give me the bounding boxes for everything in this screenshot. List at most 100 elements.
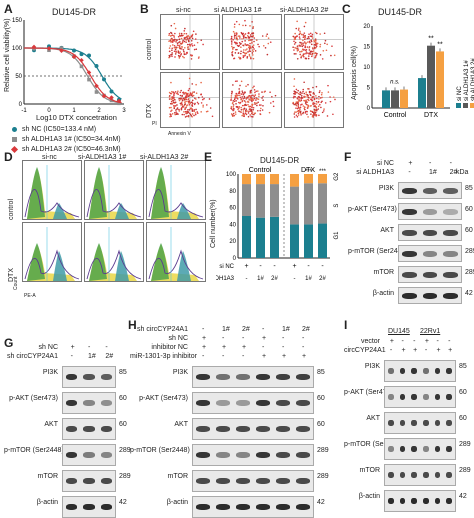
flow-dot [303,100,306,102]
protein-band [434,472,441,478]
flow-dot [181,95,183,98]
flow-dot [178,41,180,44]
data-point [87,77,91,82]
flow-dot [169,55,171,58]
flow-dot [248,39,251,41]
flow-dot [173,44,176,47]
kda-value: 85 [119,369,127,376]
treatment-label: sh circCYP24A1 [7,353,58,360]
flow-dot [298,96,301,98]
flow-dot [255,99,257,101]
flow-dot [171,47,174,50]
flow-dot [315,100,318,103]
flow-dot [236,36,238,38]
flow-dot [233,37,236,39]
flow-dot [333,54,336,57]
flow-dot [306,94,309,96]
panel-a-ylabel: Relative cell viability(%) [4,18,11,92]
cell-cycle-segment [256,217,265,258]
treatment-sign: - [448,338,451,345]
flow-dot [196,112,199,114]
flow-dot [292,96,295,99]
flow-dot [295,88,298,91]
flow-dot [175,46,177,48]
flow-dot [194,113,197,116]
histogram-plot [84,222,144,282]
flow-dot [250,47,252,49]
flow-dot [314,40,317,42]
facs-col-label: si-nc [42,154,57,161]
cell-line-label: 22Rv1 [420,328,441,335]
y-tick-label: 150 [12,18,23,24]
flow-dot [170,24,173,27]
protein-band [236,478,250,484]
flow-dot [296,47,299,49]
group-label: DTX [301,167,315,174]
facs-col-label: si-ALDH1A3 2# [140,154,189,161]
treatment-sign: + [436,347,441,354]
flow-dot [298,36,301,38]
flow-dot [183,113,185,116]
kda-value: 42 [317,499,325,506]
protein-band [422,229,438,236]
protein-band [443,292,458,299]
flow-dot [313,102,316,105]
protein-band [100,478,112,484]
condition-id: - [246,276,248,282]
flow-dot [301,54,304,57]
flow-dot [293,49,295,51]
flow-dot [242,37,245,39]
flow-dot [300,96,303,99]
legend-item: sh ALDH1A3 2# (IC50=46.3nM) [10,145,121,154]
flow-dot [324,102,327,104]
flow-dot [261,35,264,37]
flow-plot [160,14,220,70]
kda-value: 289 [119,473,131,480]
protein-band [402,271,417,278]
flow-dot [190,58,193,60]
treatment-sign: + [424,338,429,345]
flow-dot [237,45,240,47]
flow-dot [201,98,204,101]
flow-dot [235,20,238,23]
flow-dot [180,32,183,35]
flow-dot [168,98,171,100]
flow-dot [192,30,195,33]
cell-cycle-segment [318,174,327,184]
data-point [31,44,37,50]
flow-dot [295,101,298,103]
protein-band [388,498,394,504]
flow-dot [242,93,245,96]
flow-dot [180,102,183,105]
protein-band [236,426,250,432]
flow-dot [294,38,297,41]
flow-row-label: DTX [146,104,153,118]
flow-dot [168,40,170,42]
flow-dot [174,101,176,104]
flow-plot [284,14,344,70]
flow-dot [305,48,308,51]
flow-dot [248,94,251,97]
flow-dot [238,91,241,93]
protein-band [236,374,250,380]
treatment-sign: - [262,326,265,333]
flow-dot [311,110,314,113]
flow-dot [235,96,237,98]
cell-cycle-segment [256,174,265,185]
cell-cycle-segment [290,224,299,258]
flow-dot [304,57,307,60]
protein-band [296,400,310,406]
data-point [46,46,52,51]
flow-dot [312,50,315,52]
flow-dot [191,113,194,115]
flow-dot [293,53,296,55]
flow-dot [193,103,196,106]
flow-dot [187,89,190,92]
flow-dot [294,41,297,44]
protein-band [236,400,250,406]
flow-dot [300,56,302,59]
flow-dot [311,54,314,56]
cell-cycle-segment [256,184,265,218]
flow-dot [200,102,203,104]
flow-dot [234,111,237,113]
